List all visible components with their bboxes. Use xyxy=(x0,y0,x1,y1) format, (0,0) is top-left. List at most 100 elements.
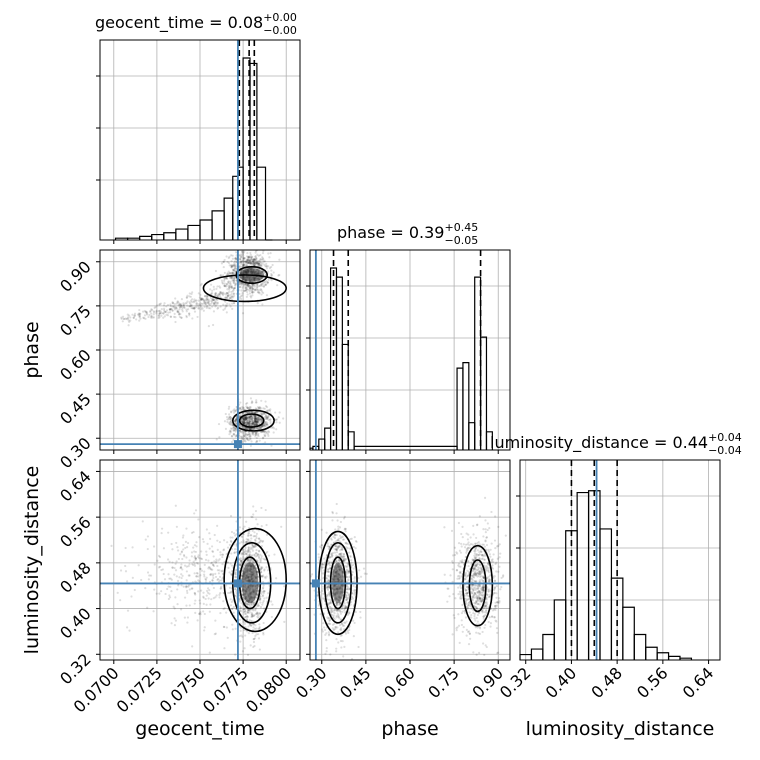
sample-point xyxy=(247,625,250,628)
sample-point xyxy=(265,423,269,426)
sample-point xyxy=(247,421,250,424)
sample-point xyxy=(265,566,268,569)
sample-point xyxy=(232,292,235,296)
sample-point xyxy=(494,604,497,607)
sample-point xyxy=(467,607,470,610)
sample-point xyxy=(230,286,233,289)
sample-point xyxy=(336,539,339,542)
sample-point xyxy=(477,593,481,597)
sample-point xyxy=(224,304,227,307)
sample-point xyxy=(264,430,267,433)
sample-point xyxy=(229,598,232,601)
sample-point xyxy=(328,575,331,578)
sample-point xyxy=(252,421,255,424)
sample-point xyxy=(251,543,254,547)
sample-point xyxy=(260,282,264,285)
sample-point xyxy=(249,557,252,561)
sample-point xyxy=(252,428,255,431)
sample-point xyxy=(346,601,349,604)
sample-point xyxy=(137,312,141,315)
sample-point xyxy=(200,297,203,300)
sample-point xyxy=(259,418,262,421)
sample-point xyxy=(196,572,199,575)
sample-point xyxy=(465,628,468,631)
sample-point xyxy=(189,304,192,307)
sample-point xyxy=(133,588,136,592)
sample-point xyxy=(185,296,188,299)
sample-point xyxy=(230,540,233,544)
sample-point xyxy=(250,623,253,627)
y-tick-label: 0.56 xyxy=(56,513,95,552)
sample-point xyxy=(164,592,167,596)
sample-point xyxy=(353,588,357,592)
sample-point xyxy=(242,422,245,425)
sample-point xyxy=(234,421,237,424)
sample-point xyxy=(260,261,263,264)
sample-point xyxy=(241,417,244,420)
sample-point xyxy=(205,589,209,593)
sample-point xyxy=(177,311,181,314)
sample-point xyxy=(230,295,234,298)
sample-point xyxy=(347,594,350,597)
sample-point xyxy=(255,417,258,420)
sample-point xyxy=(233,286,236,290)
sample-point xyxy=(333,551,337,554)
sample-point xyxy=(251,615,254,618)
sample-point xyxy=(266,569,270,572)
sample-point xyxy=(245,436,248,439)
x-tick-label: 0.40 xyxy=(542,663,581,702)
sample-point xyxy=(222,303,225,306)
sample-point xyxy=(242,265,245,268)
sample-point xyxy=(179,306,182,309)
sample-point xyxy=(216,301,219,304)
sample-point xyxy=(241,425,244,428)
sample-point xyxy=(233,408,236,411)
sample-point xyxy=(228,264,231,267)
sample-point xyxy=(244,263,247,266)
sample-point xyxy=(258,623,261,626)
sample-point xyxy=(252,626,255,629)
sample-point xyxy=(348,611,351,614)
sample-point xyxy=(250,420,253,423)
sample-point xyxy=(211,299,214,302)
sample-point xyxy=(484,540,487,543)
sample-point xyxy=(250,288,253,292)
sample-point xyxy=(345,606,348,609)
sample-point xyxy=(337,545,340,548)
sample-point xyxy=(343,607,347,610)
sample-point xyxy=(154,305,157,308)
sample-point xyxy=(228,296,231,299)
sample-point xyxy=(252,428,255,431)
sample-point xyxy=(212,564,216,568)
sample-point xyxy=(235,434,238,438)
sample-point xyxy=(250,422,254,425)
sample-point xyxy=(255,548,258,552)
sample-point xyxy=(343,527,347,530)
sample-point xyxy=(337,559,341,562)
sample-point xyxy=(335,602,339,606)
sample-point xyxy=(478,595,481,598)
sample-point xyxy=(182,548,185,551)
sample-point xyxy=(242,256,245,259)
sample-point xyxy=(228,591,232,594)
sample-point xyxy=(353,577,356,580)
sample-point xyxy=(257,261,260,265)
sample-point xyxy=(158,309,161,312)
sample-point xyxy=(241,265,245,268)
sample-point xyxy=(347,570,351,573)
sample-point xyxy=(238,414,241,417)
sample-point xyxy=(260,557,263,560)
sample-point xyxy=(476,591,479,594)
sample-point xyxy=(256,415,259,418)
sample-point xyxy=(232,432,235,435)
sample-point xyxy=(176,310,180,313)
sample-point xyxy=(246,603,249,606)
sample-point xyxy=(204,597,207,601)
sample-point xyxy=(214,619,217,622)
sample-point xyxy=(166,314,170,317)
sample-point xyxy=(248,611,251,614)
grid-lines xyxy=(310,250,510,450)
sample-point xyxy=(208,302,211,306)
sample-point xyxy=(352,567,355,570)
sample-point xyxy=(321,572,324,575)
